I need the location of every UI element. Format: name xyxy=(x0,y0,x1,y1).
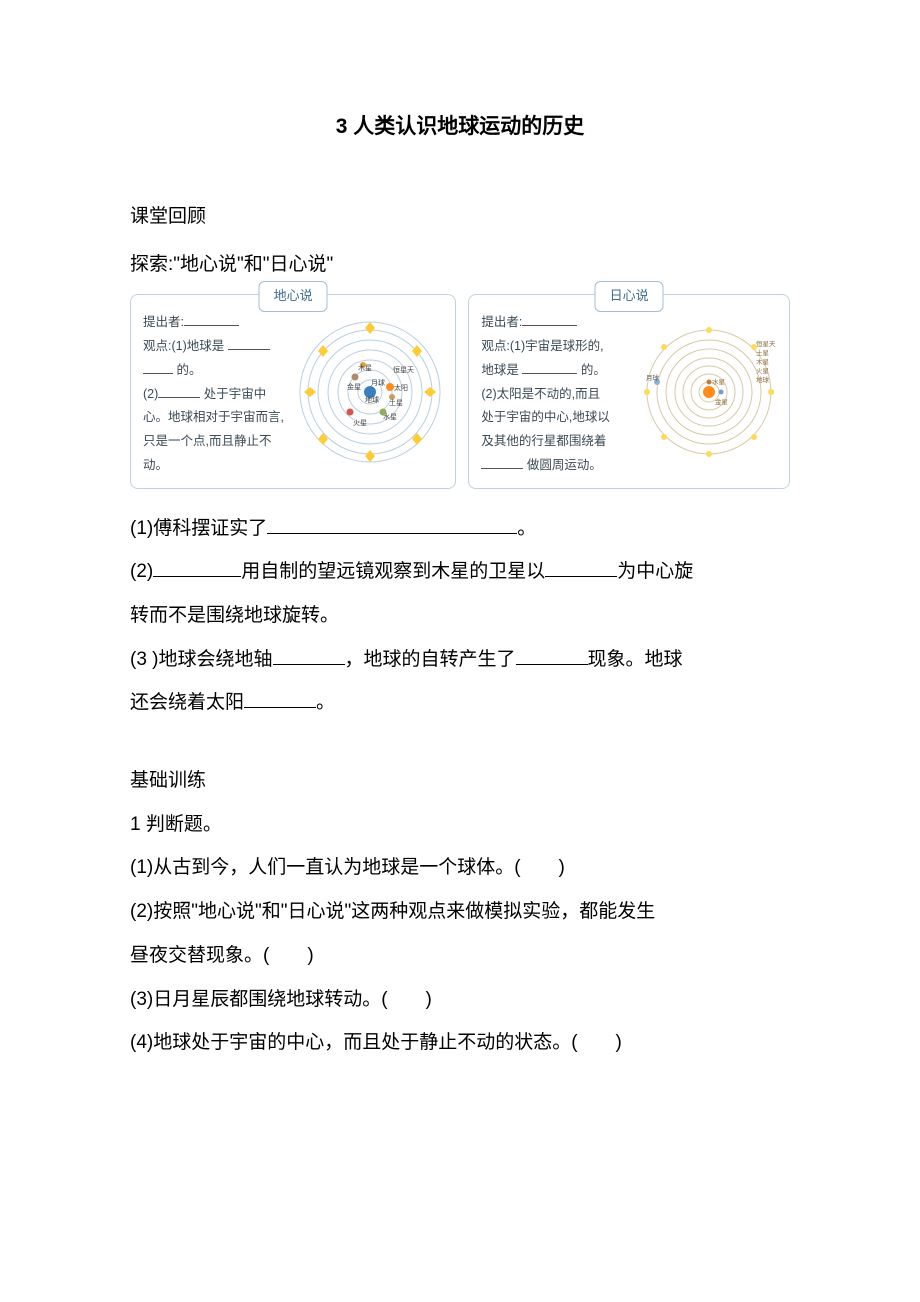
card-geo-text: 提出者: 观点:(1)地球是 的。 (2) 处于宇宙中 心。地球相对于宇宙而言,… xyxy=(143,305,287,477)
section-review-heading: 课堂回顾 xyxy=(130,200,790,234)
helio-l2: 观点:(1)宇宙是球形的, xyxy=(481,335,631,359)
svg-text:金星: 金星 xyxy=(347,382,361,391)
svg-text:火星: 火星 xyxy=(756,367,770,375)
helio-l4: (2)太阳是不动的,而且 xyxy=(481,383,631,407)
svg-text:水星: 水星 xyxy=(712,377,726,386)
helio-l3a: 地球是 xyxy=(481,363,519,377)
svg-text:月球: 月球 xyxy=(646,373,660,382)
q2c: 为中心旋 xyxy=(617,561,693,582)
q2d: 转而不是围绕地球旋转。 xyxy=(130,605,339,626)
card-helio-text: 提出者: 观点:(1)宇宙是球形的, 地球是 的。 (2)太阳是不动的,而且 处… xyxy=(481,305,631,477)
fill-q3-line2: 还会绕着太阳 。 xyxy=(130,681,790,725)
judge-3: (3)日月星辰都围绕地球转动。( ) xyxy=(130,978,790,1022)
q1a: (1)傅科摆证实了 xyxy=(130,518,267,539)
q3a: (3 )地球会绕地轴 xyxy=(130,649,273,670)
card-geocentric: 地心说 提出者: 观点:(1)地球是 的。 (2) 处于宇宙中 心。地球相对于宇… xyxy=(130,294,456,488)
judge-2b: 昼夜交替现象。( ) xyxy=(130,934,790,978)
explore-heading: 探索:"地心说"和"日心说" xyxy=(130,248,790,282)
judge-1: (1)从古到今，人们一直认为地球是一个球体。( ) xyxy=(130,846,790,890)
geo-l6: 只是一个点,而且静止不动。 xyxy=(143,430,287,478)
fill-q2-line1: (2) 用自制的望远镜观察到木星的卫星以 为中心旋 xyxy=(130,550,790,594)
card-tab-geo: 地心说 xyxy=(259,281,328,312)
geo-l1a: 提出者: xyxy=(143,315,184,329)
geo-l4b: 处于宇宙中 xyxy=(204,387,267,401)
helio-l7b: 做圆周运动。 xyxy=(527,458,602,472)
q1b: 。 xyxy=(517,518,536,539)
svg-text:恒星天: 恒星天 xyxy=(756,339,776,348)
centre-dot-icon xyxy=(288,616,293,621)
svg-text:金星: 金星 xyxy=(715,397,729,406)
heliocentric-diagram: 恒星天 土星 木星 火星 地球 金星 水星 月球 xyxy=(639,305,779,477)
svg-text:水星: 水星 xyxy=(383,412,397,421)
svg-text:恒星天: 恒星天 xyxy=(393,365,414,374)
theory-cards-row: 地心说 提出者: 观点:(1)地球是 的。 (2) 处于宇宙中 心。地球相对于宇… xyxy=(130,294,790,488)
judge-4: (4)地球处于宇宙的中心，而且处于静止不动的状态。( ) xyxy=(130,1021,790,1065)
svg-text:地球: 地球 xyxy=(756,375,770,384)
svg-text:月球: 月球 xyxy=(371,378,385,387)
geo-l4a: (2) xyxy=(143,387,158,401)
fill-q2-line2: 转而不是围绕地球旋转。 xyxy=(130,594,790,638)
card-heliocentric: 日心说 提出者: 观点:(1)宇宙是球形的, 地球是 的。 (2)太阳是不动的,… xyxy=(468,294,790,488)
svg-text:木星: 木星 xyxy=(756,357,770,366)
q3e: 。 xyxy=(316,692,335,713)
svg-text:土星: 土星 xyxy=(756,348,770,357)
q3c: 现象。地球 xyxy=(588,649,683,670)
helio-l6: 及其他的行星都围绕着 xyxy=(481,430,631,454)
card-tab-helio: 日心说 xyxy=(595,281,664,312)
geo-l5: 心。地球相对于宇宙而言, xyxy=(143,406,287,430)
fill-q3-line1: (3 )地球会绕地轴 ，地球的自转产生了 现象。地球 xyxy=(130,638,790,682)
svg-text:太阳: 太阳 xyxy=(394,383,408,392)
svg-text:土星: 土星 xyxy=(389,398,403,407)
svg-text:火星: 火星 xyxy=(353,419,367,427)
svg-text:地球: 地球 xyxy=(365,395,379,404)
q2b: 用自制的望远镜观察到木星的卫星以 xyxy=(241,561,545,582)
geo-l2a: 观点:(1)地球是 xyxy=(143,339,224,353)
training-heading: 基础训练 xyxy=(130,759,790,803)
judge-heading: 1 判断题。 xyxy=(130,803,790,847)
q3d: 还会绕着太阳 xyxy=(130,692,244,713)
q3b: ，地球的自转产生了 xyxy=(345,649,516,670)
geo-l3a: 的。 xyxy=(176,363,201,377)
geocentric-diagram: 木星 恒星天 金星 月球 太阳 地球 土星 水星 火星 xyxy=(295,305,445,477)
helio-l5: 处于宇宙的中心,地球以 xyxy=(481,406,631,430)
q2a: (2) xyxy=(130,561,153,582)
page-title: 3 人类认识地球运动的历史 xyxy=(130,110,790,140)
helio-l3b: 的。 xyxy=(581,363,606,377)
svg-text:木星: 木星 xyxy=(358,363,372,372)
helio-l1a: 提出者: xyxy=(481,315,522,329)
fill-q1: (1)傅科摆证实了 。 xyxy=(130,507,790,551)
judge-2a: (2)按照"地心说"和"日心说"这两种观点来做模拟实验，都能发生 xyxy=(130,890,790,934)
